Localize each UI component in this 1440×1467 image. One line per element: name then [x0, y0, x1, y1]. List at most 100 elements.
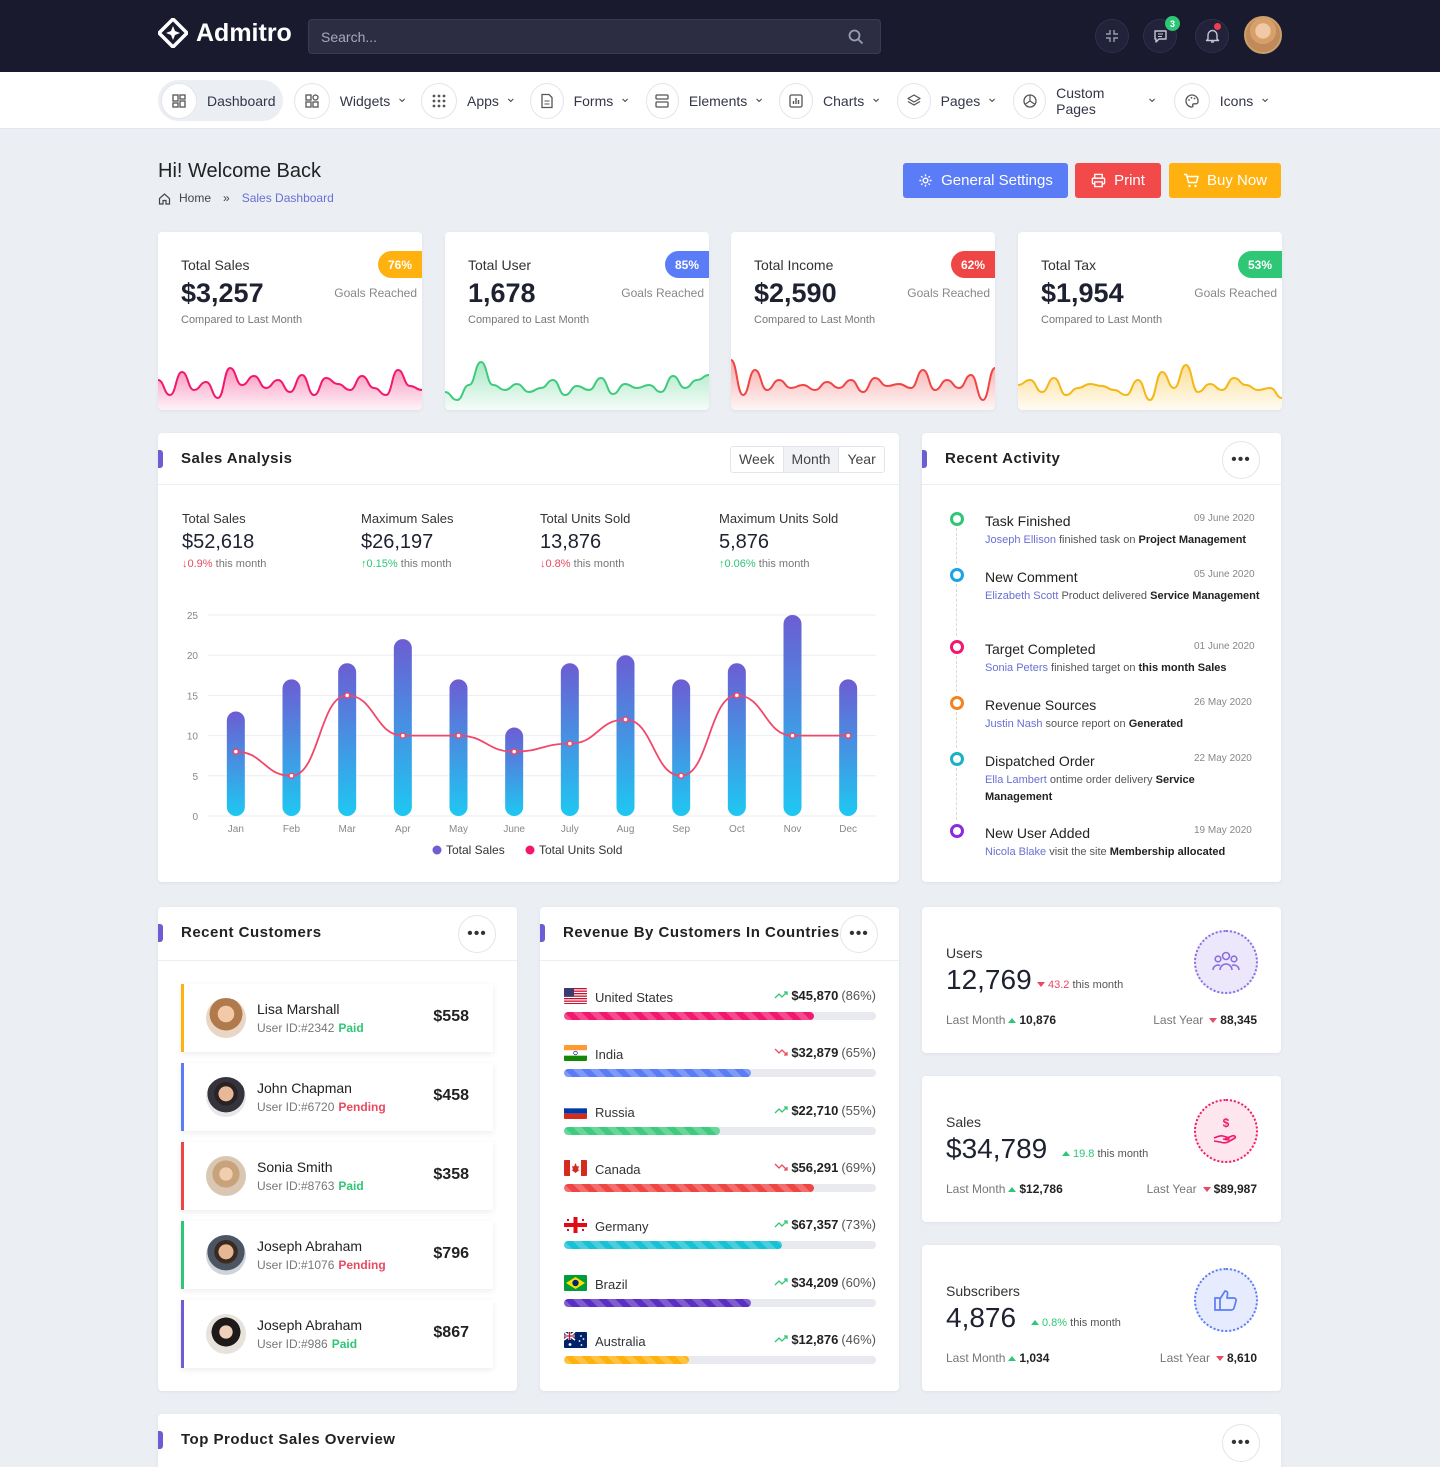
print-button[interactable]: Print [1075, 163, 1161, 198]
activity-item[interactable]: Revenue Sources 26 May 2020 Justin Nash so… [950, 694, 1260, 750]
top-products-more-button[interactable]: ••• [1222, 1424, 1260, 1462]
mini-change-value: 43.2 [1048, 979, 1070, 991]
logo[interactable]: Admitro [158, 18, 292, 48]
timeline-connector [956, 584, 957, 636]
notifications-button[interactable] [1195, 19, 1229, 53]
country-name: India [595, 1047, 624, 1063]
activity-user-link[interactable]: Sonia Peters [985, 662, 1048, 674]
trend-up-icon [774, 1332, 788, 1347]
activity-item[interactable]: New Comment 05 June 2020 Elizabeth Scott P… [950, 566, 1260, 638]
dollar-hand-icon: $ [1194, 1099, 1258, 1163]
user-avatar[interactable] [1244, 16, 1282, 54]
tab-month[interactable]: Month [782, 447, 839, 472]
activity-user-link[interactable]: Nicola Blake [985, 846, 1047, 858]
bar-june [505, 727, 524, 816]
tab-week[interactable]: Week [739, 451, 775, 467]
nav-pages[interactable]: Pages ⌄ [894, 80, 998, 121]
units-sold-point [232, 748, 240, 755]
activity-title: Task Finished [985, 513, 1071, 529]
more-dots-icon: ••• [1231, 1434, 1251, 1451]
country-progress-bar [564, 1355, 689, 1364]
timeline-dot [950, 752, 964, 766]
search-icon[interactable] [848, 29, 864, 45]
activity-user-link[interactable]: Elizabeth Scott [985, 590, 1059, 602]
units-sold-point [343, 692, 351, 699]
fullscreen-button[interactable] [1095, 19, 1129, 53]
nav-elements[interactable]: Elements ⌄ [643, 80, 765, 121]
kpi-label: Total Sales [182, 511, 246, 526]
mini-label: Subscribers [946, 1283, 1020, 1299]
kpi-change-value: 0.15% [366, 558, 398, 570]
activity-emphasis: Service Management [985, 774, 1195, 803]
x-tick-label: Nov [784, 824, 802, 835]
nav-icons[interactable]: Icons ⌄ [1171, 80, 1271, 121]
stat-percent-badge: 85% [665, 251, 709, 278]
last-year-label: Last Year [1153, 1013, 1204, 1027]
messages-button[interactable]: 3 [1143, 16, 1180, 53]
customers-more-button[interactable]: ••• [458, 915, 496, 953]
country-revenue: $45,870 (86%) [774, 988, 876, 1003]
stat-value: $1,954 [1041, 278, 1124, 308]
legend-units-sold[interactable]: Total Units Sold [539, 843, 622, 857]
customer-row[interactable]: Joseph Abraham User ID:#1076 Pending $796 [181, 1221, 493, 1289]
units-sold-point [399, 732, 407, 739]
customer-amount: $867 [433, 1324, 469, 1341]
countries-revenue-title: Revenue By Customers In Countries [563, 924, 840, 941]
recent-activity-title: Recent Activity [945, 450, 1061, 467]
legend-total-sales[interactable]: Total Sales [446, 843, 505, 857]
country-progress-bar [564, 1298, 752, 1307]
mini-card-sales: Sales $34,789 19.8 this month Last Month $12… [922, 1076, 1281, 1222]
activity-item[interactable]: New User Added 19 May 2020 Nicola Blake vi… [950, 822, 1260, 867]
nav-dashboard[interactable]: Dashboard [158, 80, 283, 121]
activity-user-link[interactable]: Justin Nash [985, 718, 1043, 730]
arrow-up-icon: ↑ [719, 558, 725, 570]
cart-icon [1183, 173, 1199, 188]
country-name: Canada [595, 1161, 641, 1177]
country-progress-track [564, 1241, 876, 1250]
recent-customers-title: Recent Customers [181, 924, 322, 941]
sales-analysis-card: Sales Analysis [158, 433, 899, 882]
nav-charts[interactable]: Charts ⌄ [776, 80, 882, 121]
customer-row[interactable]: Joseph Abraham User ID:#986 Paid $867 [181, 1300, 493, 1368]
activity-user-link[interactable]: Ella Lambert [985, 774, 1047, 786]
x-tick-label: June [503, 824, 525, 835]
customer-id: User ID:#8763 [257, 1179, 335, 1193]
activity-user-link[interactable]: Joseph Ellison [985, 534, 1056, 546]
last-year-value: 88,345 [1220, 1013, 1257, 1027]
customer-avatar [206, 998, 246, 1038]
last-year-label: Last Year [1159, 1351, 1210, 1365]
activity-date: 22 May 2020 [1194, 753, 1252, 764]
activity-title: Revenue Sources [985, 697, 1097, 713]
activity-item[interactable]: Task Finished 09 June 2020 Joseph Ellison … [950, 510, 1260, 566]
stat-percent-badge: 62% [951, 251, 995, 278]
countries-more-button[interactable]: ••• [840, 915, 878, 953]
caret-up-icon [1008, 1018, 1017, 1023]
widgets-icon [294, 82, 330, 119]
nav-forms[interactable]: Forms ⌄ [527, 80, 631, 121]
customer-row[interactable]: Sonia Smith User ID:#8763 Paid $358 [181, 1142, 493, 1210]
bar-dec [839, 679, 858, 816]
chevron-down-icon: ⌄ [986, 89, 998, 105]
country-percent: (86%) [841, 988, 876, 1003]
country-percent: (46%) [841, 1331, 876, 1347]
nav-widgets[interactable]: Widgets ⌄ [291, 80, 408, 121]
nav-custom-pages[interactable]: Custom Pages ⌄ [1010, 80, 1158, 121]
breadcrumb-home[interactable]: Home [179, 191, 212, 205]
customer-row[interactable]: John Chapman User ID:#6720 Pending $458 [181, 1063, 493, 1131]
activity-item[interactable]: Dispatched Order 22 May 2020 Ella Lambert … [950, 750, 1260, 822]
stat-value: $2,590 [754, 278, 837, 308]
customer-row[interactable]: Lisa Marshall User ID:#2342 Paid $558 [181, 984, 493, 1052]
header-accent [922, 450, 927, 468]
activity-item[interactable]: Target Completed 01 June 2020 Sonia Peters… [950, 638, 1260, 694]
recent-customers-header: Recent Customers [158, 907, 517, 961]
nav-label: Icons [1219, 92, 1254, 109]
activity-date: 05 June 2020 [1194, 569, 1255, 580]
nav-apps[interactable]: Apps ⌄ [418, 80, 518, 121]
search-input[interactable] [309, 20, 829, 53]
nav-label: Widgets [339, 92, 391, 109]
apps-grid-icon [421, 82, 457, 119]
general-settings-button[interactable]: General Settings [903, 163, 1068, 198]
activity-more-button[interactable]: ••• [1222, 441, 1260, 479]
tab-year[interactable]: Year [838, 447, 883, 472]
buy-now-button[interactable]: Buy Now [1169, 163, 1281, 198]
